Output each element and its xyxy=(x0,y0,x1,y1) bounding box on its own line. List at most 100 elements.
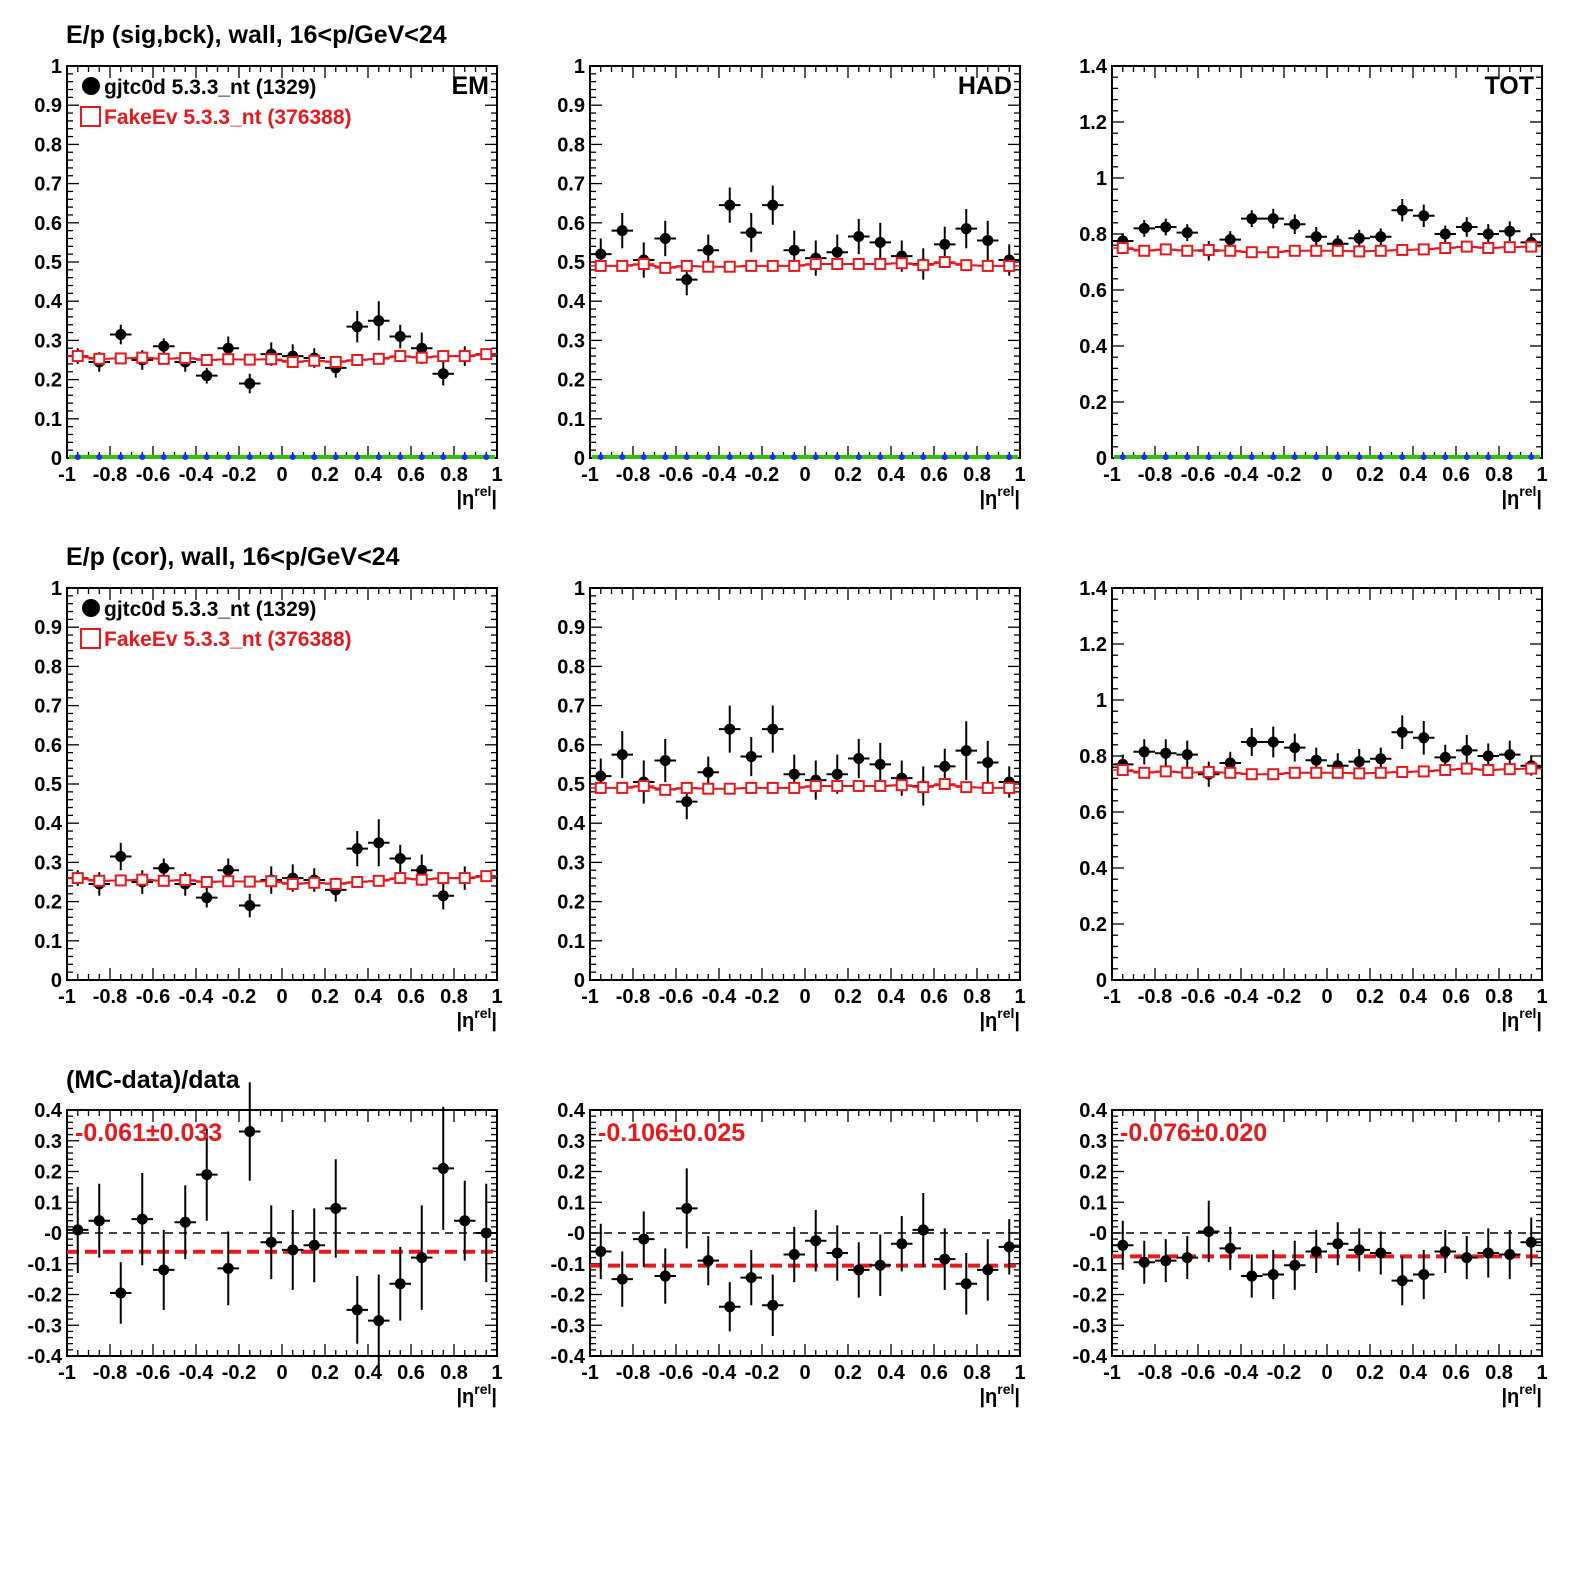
x-tick-label: 0.8 xyxy=(963,1362,991,1384)
data-point xyxy=(437,368,449,380)
x-tick-label: 0 xyxy=(276,464,287,486)
mc-point xyxy=(157,352,170,365)
mc-point xyxy=(1396,765,1409,778)
x-tick-label: 1 xyxy=(491,1362,502,1384)
data-point xyxy=(1310,231,1322,243)
data-point xyxy=(351,1304,363,1316)
x-tick-label: -0.6 xyxy=(136,1362,170,1384)
x-tick-label: 0.6 xyxy=(397,986,425,1008)
data-point xyxy=(874,758,886,770)
y-tick-label: 0.8 xyxy=(34,134,62,156)
y-tick-label: 0.1 xyxy=(1079,1192,1107,1214)
data-point xyxy=(1117,1239,1129,1251)
data-point xyxy=(1418,732,1430,744)
data-point xyxy=(1396,1275,1408,1287)
mc-point xyxy=(71,350,84,363)
data-point xyxy=(1181,749,1193,761)
x-tick-label: 0.2 xyxy=(1356,464,1384,486)
row-title-sigbck: E/p (sig,bck), wall, 16<p/GeV<24 xyxy=(66,21,447,49)
x-tick-label: 0.4 xyxy=(877,1362,906,1384)
x-tick-label: 0.4 xyxy=(877,986,906,1008)
x-tick-label: 1 xyxy=(1014,1362,1025,1384)
zero-marker xyxy=(246,454,253,460)
data-point xyxy=(853,753,865,765)
y-tick-label: 1 xyxy=(574,578,585,600)
mc-point xyxy=(809,779,822,792)
data-point xyxy=(179,1216,191,1228)
data-point xyxy=(115,851,127,863)
zero-marker xyxy=(461,454,468,460)
mc-point xyxy=(1159,765,1172,778)
x-tick-label: -0.4 xyxy=(702,986,737,1008)
mc-point xyxy=(93,874,106,887)
zero-marker xyxy=(182,454,189,460)
zero-marker xyxy=(418,454,425,460)
x-tick-label: 0 xyxy=(799,464,810,486)
data-point xyxy=(1138,746,1150,758)
x-tick-label: -0.6 xyxy=(659,464,693,486)
data-point xyxy=(330,1202,342,1214)
data-point xyxy=(373,315,385,327)
mc-point xyxy=(1460,762,1473,775)
mc-point xyxy=(1138,244,1151,257)
x-axis-label: |ηrel| xyxy=(979,483,1020,510)
y-tick-label: 0.9 xyxy=(557,95,585,117)
mc-point xyxy=(981,259,994,272)
zero-marker xyxy=(1377,454,1384,460)
mc-point xyxy=(329,355,342,368)
y-tick-label: -0.2 xyxy=(28,1285,62,1307)
x-tick-label: -0.2 xyxy=(745,1362,779,1384)
x-tick-label: 0 xyxy=(276,1362,287,1384)
y-tick-label: 0.2 xyxy=(34,370,62,392)
x-tick-label: -0.4 xyxy=(702,464,737,486)
data-point xyxy=(745,227,757,239)
data-point xyxy=(1310,754,1322,766)
mc-point xyxy=(1525,762,1538,775)
mc-point xyxy=(480,348,493,361)
data-point xyxy=(1224,757,1236,769)
x-tick-label: -1 xyxy=(1103,986,1121,1008)
x-tick-label: -0.6 xyxy=(659,1362,693,1384)
mc-point xyxy=(1159,243,1172,256)
data-point xyxy=(1461,221,1473,233)
y-tick-label: -0.2 xyxy=(551,1285,585,1307)
mc-point xyxy=(637,257,650,270)
panel-tot-sigbck: -1 -0.8 -0.6 -0.4 -0.2 0 0.2 0.4 0.6 0.8 1|ηrel|00… xyxy=(1079,56,1547,510)
y-tick-label: 0.4 xyxy=(557,291,586,313)
mc-point xyxy=(852,779,865,792)
y-tick-label: -0.1 xyxy=(1073,1254,1107,1276)
row-title-cor: E/p (cor), wall, 16<p/GeV<24 xyxy=(66,543,400,571)
mc-point xyxy=(594,259,607,272)
x-tick-label: -0.4 xyxy=(179,464,214,486)
data-point xyxy=(702,244,714,256)
zero-marker xyxy=(791,454,798,460)
data-point xyxy=(745,1272,757,1284)
mc-point xyxy=(659,783,672,796)
data-point xyxy=(659,1270,671,1282)
data-point xyxy=(1482,1247,1494,1259)
data-point xyxy=(1418,210,1430,222)
y-tick-label: 0.9 xyxy=(34,95,62,117)
data-point xyxy=(1246,1270,1258,1282)
zero-marker xyxy=(726,454,733,460)
data-point xyxy=(1504,225,1516,237)
y-tick-label: -0.4 xyxy=(551,1346,586,1368)
y-tick-label: 0.1 xyxy=(557,409,585,431)
x-tick-label: 1 xyxy=(1536,464,1547,486)
data-point xyxy=(201,1169,213,1181)
mc-point xyxy=(394,350,407,363)
zero-marker xyxy=(769,454,776,460)
data-point xyxy=(767,723,779,735)
zero-marker xyxy=(1119,454,1126,460)
data-point xyxy=(373,837,385,849)
y-tick-label: 1.2 xyxy=(1079,112,1107,134)
mc-point xyxy=(179,874,192,887)
x-tick-label: -0.6 xyxy=(1181,1362,1215,1384)
legend-data-marker xyxy=(82,77,100,95)
data-point xyxy=(939,760,951,772)
mc-point xyxy=(917,259,930,272)
x-tick-label: -0.8 xyxy=(93,464,127,486)
y-tick-label: 0.2 xyxy=(1079,914,1107,936)
x-tick-label: 0.8 xyxy=(1485,1362,1513,1384)
data-point xyxy=(1181,1252,1193,1264)
